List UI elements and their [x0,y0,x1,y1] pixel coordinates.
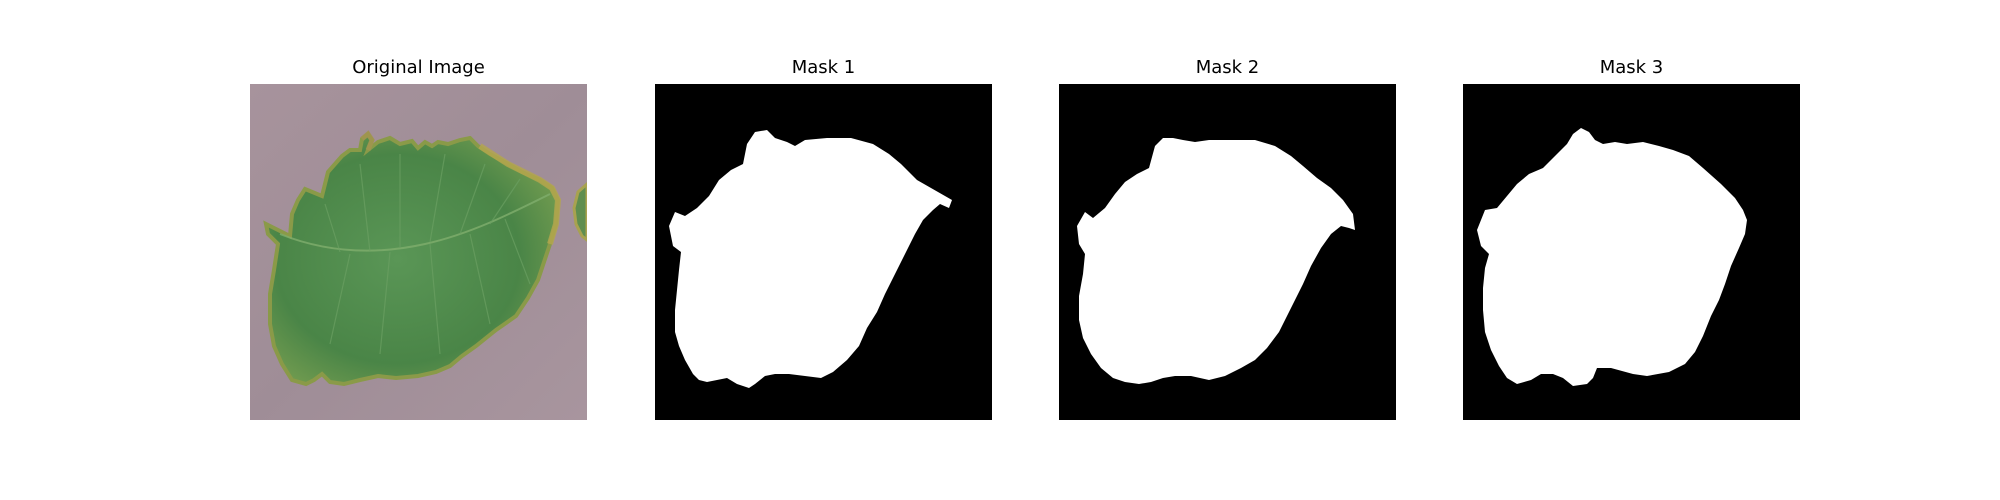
mask-2-image [1059,84,1396,420]
panel-title-original-image: Original Image [352,57,485,78]
leaf-midrib [279,193,551,252]
panel-title-mask-1: Mask 1 [791,57,856,78]
mask-1-panel [655,84,992,420]
mask-3-panel [1463,84,1800,420]
panel-title-mask-2: Mask 2 [1195,57,1260,78]
mask-3-image [1463,84,1800,420]
mask-2-foreground [1077,138,1355,384]
leaf-shape [263,131,561,387]
neighbor-leaf-sliver [572,181,587,242]
mask-2-panel [1059,84,1396,420]
mask-3-foreground [1477,128,1747,386]
leaf-veins [324,153,531,355]
leaf-tip-brown [360,130,375,151]
leaf-photo [250,84,587,420]
mask-1-foreground [669,130,952,388]
original-image-panel [250,84,587,420]
mask-1-image [655,84,992,420]
leaf-edge-yellow [478,143,562,245]
panel-title-mask-3: Mask 3 [1599,57,1664,78]
